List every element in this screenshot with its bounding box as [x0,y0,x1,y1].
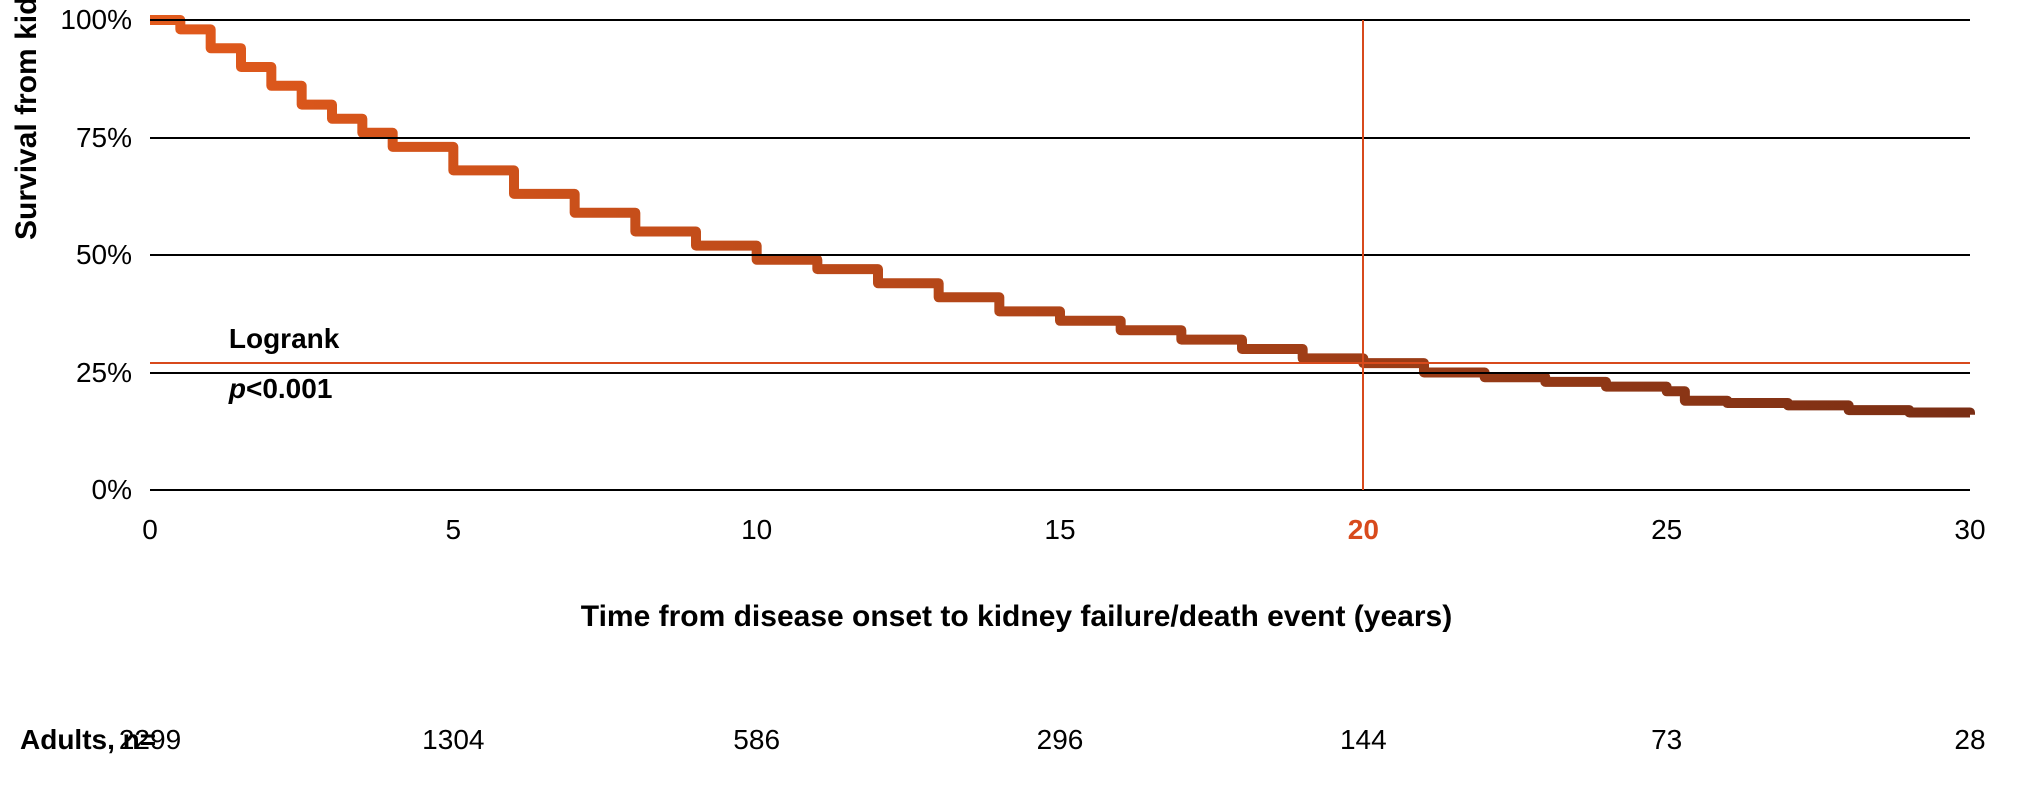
x-tick-label: 30 [1954,514,1985,546]
x-tick-label: 5 [446,514,462,546]
gridline-h [150,19,1970,21]
plot-area: 0%25%50%75%100%051015202530Logrankp<0.00… [150,20,1970,490]
y-tick-label: 100% [60,4,132,36]
x-axis-label: Time from disease onset to kidney failur… [0,600,2033,634]
x-tick-label: 10 [741,514,772,546]
risk-table-value: 1304 [422,724,484,756]
risk-table-row: Adults, n= 229913045862961447328 [0,724,2033,764]
x-tick-label: 25 [1651,514,1682,546]
gridline-h [150,489,1970,491]
y-axis-label: Survival from kidney failure/death [10,0,44,240]
x-tick-label: 0 [142,514,158,546]
risk-table-value: 73 [1651,724,1682,756]
gridline-h [150,137,1970,139]
logrank-label: Logrank [229,323,339,355]
y-tick-label: 75% [76,122,132,154]
reference-line-vertical [1362,20,1364,490]
risk-table-value: 144 [1340,724,1387,756]
chart-container: Survival from kidney failure/death 0%25%… [0,0,2033,804]
x-tick-label: 15 [1044,514,1075,546]
risk-table-value: 2299 [119,724,181,756]
risk-table-value: 28 [1954,724,1985,756]
gridline-h [150,254,1970,256]
pvalue-label: p<0.001 [229,373,333,405]
y-tick-label: 50% [76,239,132,271]
reference-line-horizontal [150,362,1970,364]
risk-table-value: 296 [1037,724,1084,756]
y-tick-label: 0% [92,474,132,506]
gridline-h [150,372,1970,374]
y-tick-label: 25% [76,357,132,389]
x-tick-label: 20 [1348,514,1379,546]
risk-table-value: 586 [733,724,780,756]
